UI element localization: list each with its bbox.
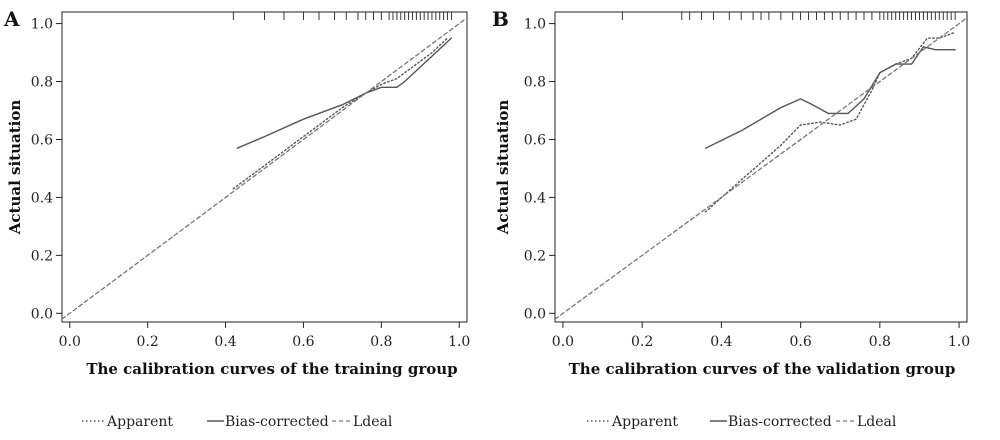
y-tick-label-b: 0.8	[524, 75, 546, 91]
x-tick-label-b: 1.0	[948, 334, 970, 350]
legend-a-apparent-label: Apparent	[106, 414, 173, 430]
rug-marks-a	[232, 12, 452, 20]
panel-b-validation: B 0.0 0.2 0.4 0.6 0.8 1.0 0.00.20.40.60.81.0 …	[492, 7, 970, 378]
legend-a: Apparent Bias-corrected Ldeal	[82, 414, 393, 430]
plot-frame-a	[61, 11, 468, 323]
series-ldeal-a	[62, 17, 467, 320]
y-tick-label-a: 0.6	[31, 132, 53, 148]
y-tick-label-a: 0.8	[31, 75, 53, 91]
x-tick-label-a: 1.0	[448, 334, 470, 350]
y-axis-title-b: Actual situation	[494, 100, 512, 236]
series-apparent-b	[704, 31, 956, 213]
x-tick-label-a: 0.2	[137, 334, 159, 350]
legend-a-ideal-label: Ldeal	[353, 414, 393, 430]
x-axis-ticks-b: 0.0 0.2 0.4 0.6 0.8 1.0	[552, 322, 970, 350]
y-tick-label-b: 0.6	[524, 132, 546, 148]
x-tick-label-b: 0.0	[552, 334, 574, 350]
series-group-a	[62, 17, 467, 320]
x-axis-title-b: The calibration curves of the validation…	[569, 360, 956, 378]
legend-b: Apparent Bias-corrected Ldeal	[587, 414, 897, 430]
legend-b-ideal-label: Ldeal	[857, 414, 897, 430]
x-axis-title-a: The calibration curves of the training g…	[86, 360, 457, 378]
x-axis-ticks-a: 0.0 0.2 0.4 0.6 0.8 1.0	[59, 322, 470, 350]
y-tick-label-b: 0.4	[524, 190, 546, 206]
y-axis-ticks-b: 0.0 0.2 0.4 0.6 0.8 1.0	[524, 17, 555, 322]
y-tick-label-b: 0.0	[524, 306, 546, 322]
y-axis-ticks-a: 0.0 0.2 0.4 0.6 0.8 1.0	[31, 17, 62, 322]
x-tick-label-b: 0.2	[631, 334, 653, 350]
series-bias-corrected-b	[704, 46, 956, 149]
y-axis-title-a: Actual situation	[6, 100, 24, 236]
rug-marks-b	[621, 12, 956, 20]
x-tick-label-a: 0.4	[214, 334, 236, 350]
series-ldeal-b	[555, 17, 967, 320]
plot-frame-b	[554, 11, 968, 323]
x-tick-label-b: 0.4	[710, 334, 732, 350]
legend-b-bias-label: Bias-corrected	[728, 414, 832, 430]
panel-a-training: A 0.0 0.2 0.4 0.6 0.8 1.0 0.00.20.40.60.81.0 …	[3, 7, 470, 378]
legend-b-apparent-label: Apparent	[611, 414, 678, 430]
y-tick-label-a: 0.4	[31, 190, 53, 206]
x-tick-label-b: 0.8	[869, 334, 891, 350]
series-apparent-a	[232, 37, 449, 190]
x-tick-label-a: 0.8	[370, 334, 392, 350]
series-bias-corrected-a	[236, 37, 453, 149]
legend-a-bias-label: Bias-corrected	[225, 414, 329, 430]
x-tick-label-a: 0.6	[292, 334, 314, 350]
y-tick-label-b: 1.0	[524, 17, 546, 33]
series-group-b	[555, 17, 967, 320]
x-tick-label-a: 0.0	[59, 334, 81, 350]
x-tick-label-b: 0.6	[789, 334, 811, 350]
y-tick-label-a: 1.0	[31, 17, 53, 33]
y-tick-label-a: 0.0	[31, 306, 53, 322]
panel-letter-a: A	[3, 7, 20, 31]
y-tick-label-b: 0.2	[524, 248, 546, 264]
panel-letter-b: B	[492, 7, 509, 31]
y-tick-label-a: 0.2	[31, 248, 53, 264]
